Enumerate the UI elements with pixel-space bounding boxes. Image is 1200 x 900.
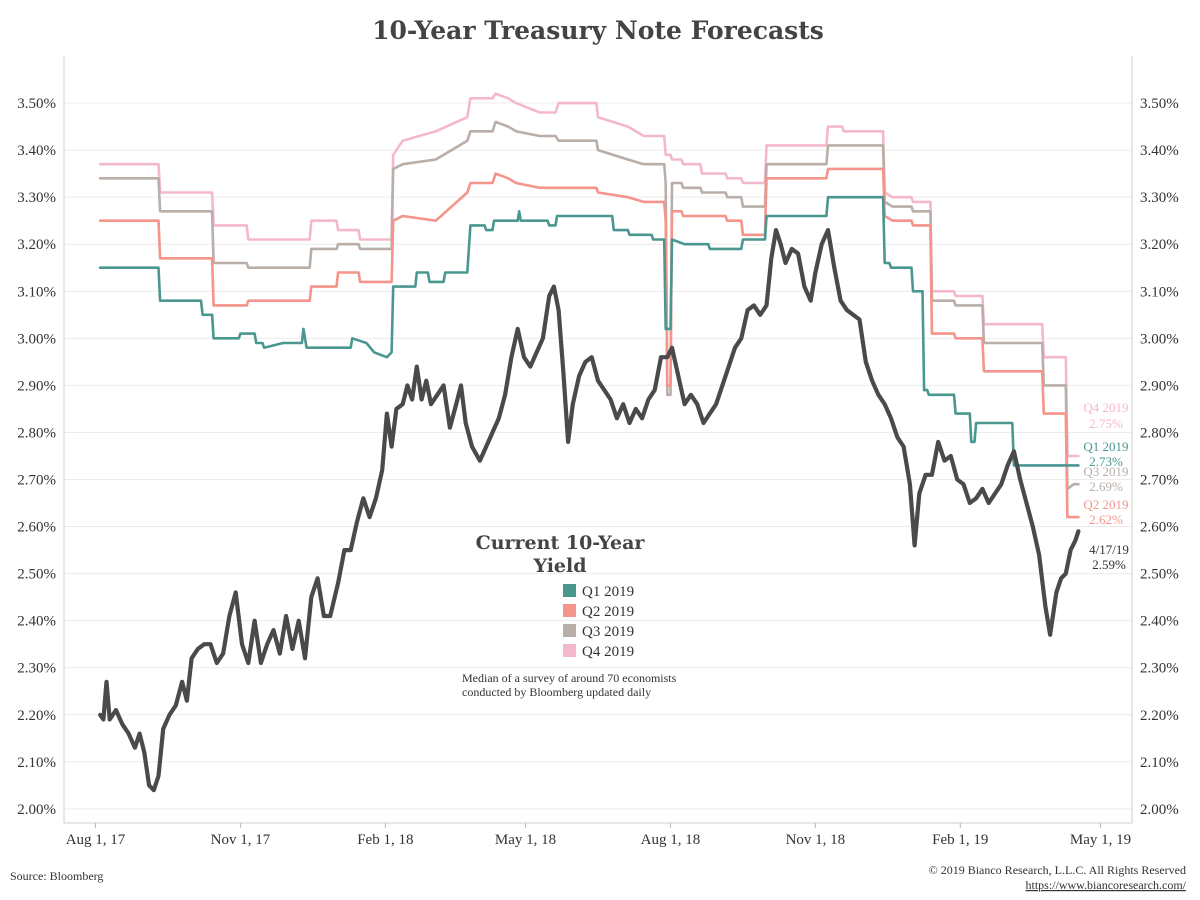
x-tick-label: Feb 1, 19 [932,832,988,848]
y-tick-label-right: 2.10% [1140,755,1179,771]
x-tick-label: May 1, 18 [495,832,556,848]
y-tick-label: 3.30% [17,190,56,206]
y-tick-label-right: 2.80% [1140,425,1179,441]
y-tick-label-right: 3.10% [1140,284,1179,300]
x-tick-label: Aug 1, 18 [641,832,701,848]
y-tick-label-right: 2.40% [1140,614,1179,630]
y-tick-label: 2.90% [17,378,56,394]
y-tick-label: 2.20% [17,708,56,724]
legend-title: Current 10-Year [476,532,646,554]
end-label-value: 2.59% [1092,557,1126,572]
end-label-name: Q1 2019 [1083,439,1128,454]
y-axis-left: 2.00% 2.10% 2.20% 2.30% 2.40% 2.50% 2.60% 2.70%… [17,96,56,818]
y-tick-label-right: 2.00% [1140,802,1179,818]
legend-label: Q3 2019 [582,624,634,640]
end-label-value: 2.73% [1089,454,1123,469]
end-label-value: 2.69% [1089,479,1123,494]
y-tick-label-right: 3.30% [1140,190,1179,206]
legend-swatch [563,644,576,657]
gridlines [64,102,1132,810]
y-tick-label: 3.40% [17,143,56,159]
y-tick-label-right: 2.70% [1140,472,1179,488]
series-lines [98,92,1081,793]
end-label-value: 2.62% [1089,512,1123,527]
y-tick-label: 3.50% [17,96,56,112]
legend-note: conducted by Bloomberg updated daily [462,685,651,699]
y-tick-label-right: 2.30% [1140,661,1179,677]
y-tick-label-right: 3.20% [1140,237,1179,253]
copyright-note: © 2019 Bianco Research, L.L.C. All Right… [929,863,1186,877]
series-line-q2-2019 [98,167,1080,519]
end-label-name: Q2 2019 [1083,497,1128,512]
website-link[interactable]: https://www.biancoresearch.com/ [1025,878,1186,892]
y-tick-label-right: 3.40% [1140,143,1179,159]
y-tick-label: 2.30% [17,661,56,677]
y-tick-label: 2.60% [17,520,56,536]
legend-note: Median of a survey of around 70 economis… [462,671,677,685]
y-tick-label-right: 2.90% [1140,378,1179,394]
y-tick-label-right: 2.60% [1140,520,1179,536]
y-tick-label: 2.40% [17,614,56,630]
plot-frame [63,56,1133,824]
y-tick-label: 2.50% [17,567,56,583]
x-axis: Aug 1, 17 Nov 1, 17 Feb 1, 18 May 1, 18 Aug … [66,823,1131,848]
y-tick-label: 3.10% [17,284,56,300]
end-label-value: 2.75% [1089,416,1123,431]
y-tick-label: 2.80% [17,425,56,441]
y-tick-label-right: 2.20% [1140,708,1179,724]
y-tick-label: 3.20% [17,237,56,253]
y-tick-label-right: 3.00% [1140,331,1179,347]
x-tick-label: Feb 1, 18 [357,832,413,848]
y-tick-label: 2.70% [17,472,56,488]
end-label-name: Q4 2019 [1083,400,1128,415]
x-tick-label: Nov 1, 18 [786,832,846,848]
y-axis-right: 2.00% 2.10% 2.20% 2.30% 2.40% 2.50% 2.60% 2.70%… [1140,96,1179,818]
x-tick-label: May 1, 19 [1070,832,1131,848]
y-tick-label: 2.00% [17,802,56,818]
legend-label: Q1 2019 [582,584,634,600]
legend-label: Q4 2019 [582,644,634,660]
y-tick-label-right: 2.50% [1140,567,1179,583]
legend-swatch [563,584,576,597]
series-line-q4-2019 [98,92,1080,458]
series-line-q1-2019 [98,195,1080,467]
y-tick-label: 3.00% [17,331,56,347]
end-label-name: 4/17/19 [1089,542,1129,557]
end-label-name: Q3 2019 [1083,464,1128,479]
series-line-current-10-year-yield [98,228,1081,793]
legend-label: Q2 2019 [582,604,634,620]
x-tick-label: Aug 1, 17 [66,832,126,848]
x-tick-label: Nov 1, 17 [211,832,271,848]
legend-swatch [563,604,576,617]
legend-swatch [563,624,576,637]
y-tick-label: 2.10% [17,755,56,771]
chart-title: 10-Year Treasury Note Forecasts [372,16,824,45]
source-note: Source: Bloomberg [10,869,103,883]
y-tick-label-right: 3.50% [1140,96,1179,112]
legend-title: Yield [532,555,586,577]
